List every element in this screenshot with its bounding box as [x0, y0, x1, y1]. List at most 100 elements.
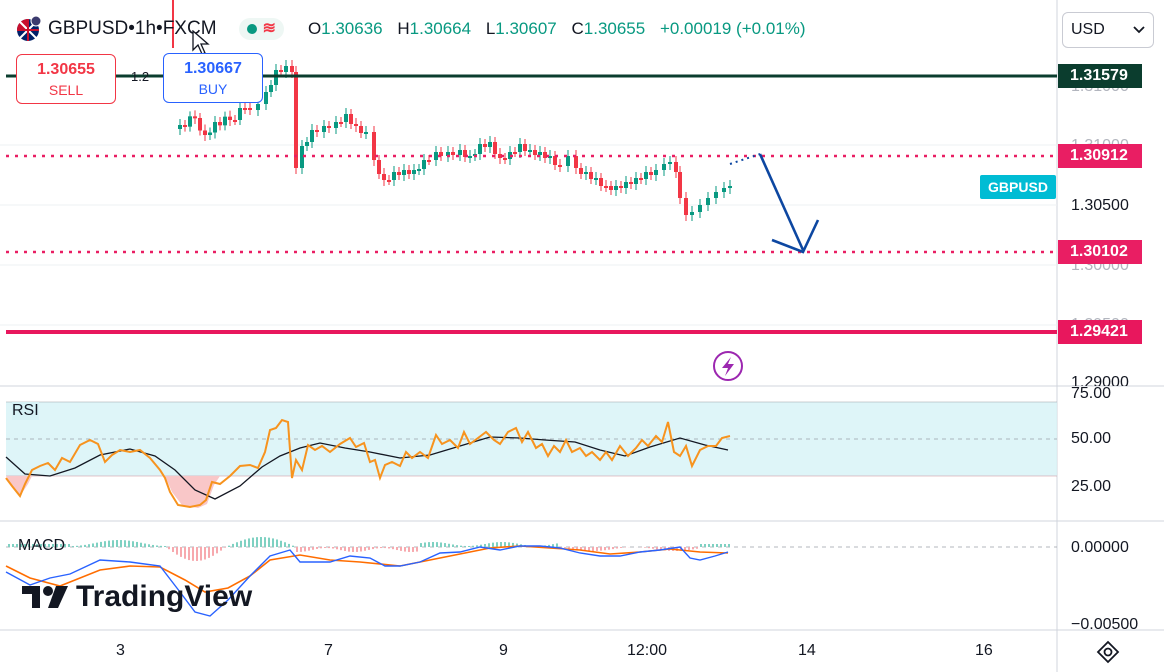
candle-body: [344, 114, 348, 122]
macd-histogram-bar: [300, 547, 302, 552]
macd-histogram-bar: [340, 547, 342, 551]
macd-histogram-bar: [172, 547, 174, 553]
candle-body: [315, 130, 319, 132]
tradingview-logo-text: TradingView: [76, 580, 253, 613]
macd-histogram-bar: [372, 547, 374, 550]
candle-body: [639, 178, 643, 180]
macd-histogram-bar: [352, 547, 354, 552]
macd-histogram-bar: [572, 547, 574, 550]
macd-histogram-bar: [164, 545, 166, 547]
macd-histogram-bar: [320, 547, 322, 549]
candlestick-series: [178, 60, 732, 221]
candle-body: [349, 114, 353, 124]
macd-histogram-bar: [700, 544, 702, 547]
candle-body: [213, 122, 217, 133]
macd-histogram-bar: [468, 545, 470, 547]
macd-histogram-bar: [612, 547, 614, 550]
currency-select[interactable]: USD: [1062, 12, 1154, 48]
time-tick: 3: [116, 642, 125, 659]
symbol-name[interactable]: GBPUSD: [48, 18, 129, 39]
macd-histogram-bar: [124, 540, 126, 547]
tradingview-logo[interactable]: TradingView: [22, 580, 252, 614]
macd-histogram-bar: [240, 540, 242, 547]
macd-histogram-bar: [232, 543, 234, 547]
sell-button[interactable]: 1.30655 SELL: [16, 54, 116, 104]
macd-histogram-bar: [176, 547, 178, 555]
rsi-tick-25: 25.00: [1071, 478, 1112, 495]
rsi-line: [5, 418, 731, 509]
candle-body: [178, 125, 182, 129]
macd-histogram-bar: [496, 542, 498, 547]
price-tag-1-29421[interactable]: 1.29421: [1058, 320, 1142, 344]
rsi-title[interactable]: RSI: [12, 402, 39, 420]
macd-histogram-bar: [148, 544, 150, 547]
candle-body: [446, 152, 450, 156]
macd-histogram-bar: [604, 547, 606, 551]
macd-histogram-bar: [592, 547, 594, 551]
macd-histogram-bar: [80, 545, 82, 547]
symbol-header[interactable]: GBPUSD • 1h • FXCM ≋ O1.30636 H1.30664 L…: [40, 14, 806, 44]
macd-histogram-bar: [120, 540, 122, 547]
macd-histogram-bar: [392, 547, 394, 550]
macd-histogram-bar: [516, 543, 518, 547]
macd-histogram-bar: [400, 547, 402, 551]
macd-histogram-bar: [436, 542, 438, 547]
macd-histogram-bar: [36, 544, 38, 547]
candle-body: [354, 124, 358, 126]
wave-icon: ≋: [262, 20, 276, 37]
change-value: +0.00019 (+0.01%): [659, 19, 806, 38]
price-tag-1-30102[interactable]: 1.30102: [1058, 240, 1142, 264]
candle-body: [594, 178, 598, 180]
ohlc-readout: O1.30636 H1.30664 L1.30607 C1.30655 +0.0…: [308, 19, 806, 39]
candle-body: [208, 132, 212, 135]
macd-histogram-bar: [208, 547, 210, 558]
candle-body: [690, 212, 694, 215]
price-tick: 1.30500: [1071, 197, 1129, 214]
macd-histogram-bar: [160, 545, 162, 547]
macd-histogram-bar: [548, 544, 550, 547]
candle-body: [397, 172, 401, 175]
macd-histogram-bar: [220, 547, 222, 551]
macd-histogram-bar: [724, 544, 726, 547]
open-value: 1.30636: [321, 19, 383, 38]
macd-histogram-bar: [8, 544, 10, 547]
macd-histogram-bar: [136, 541, 138, 547]
candle-body: [284, 66, 288, 72]
market-status-pill[interactable]: ≋: [238, 18, 284, 40]
candle-body: [513, 152, 517, 154]
gear-icon[interactable]: [1096, 640, 1120, 664]
macd-signal-line: [5, 545, 729, 593]
candle-body: [339, 122, 343, 124]
macd-histogram-bar: [244, 539, 246, 547]
candle-body: [538, 152, 542, 155]
macd-histogram-bar: [40, 544, 42, 547]
candle-body: [417, 169, 421, 171]
macd-histogram-bar: [696, 547, 698, 549]
macd-histogram-bar: [412, 547, 414, 552]
macd-histogram-bar: [112, 540, 114, 547]
rsi-tick-50: 50.00: [1071, 430, 1112, 447]
macd-histogram-bar: [144, 543, 146, 547]
candle-body: [198, 118, 202, 131]
macd-title[interactable]: MACD: [18, 537, 66, 554]
buy-label: BUY: [198, 81, 228, 97]
buy-button[interactable]: 1.30667 BUY: [163, 53, 263, 103]
price-tag-1-30912[interactable]: 1.30912: [1058, 144, 1142, 168]
macd-histogram-bar: [48, 544, 50, 547]
macd-histogram-bar: [196, 547, 198, 561]
chevron-down-icon: [1133, 26, 1145, 34]
candle-body: [649, 172, 653, 175]
candle-body: [698, 205, 702, 212]
projection-arrow-icon[interactable]: [758, 153, 805, 251]
interval-label[interactable]: 1h: [134, 18, 157, 39]
macd-histogram-bar: [76, 545, 78, 547]
candle-body: [543, 152, 547, 158]
candle-body: [451, 152, 455, 155]
candle-body: [264, 92, 268, 104]
price-tag-1-31579[interactable]: 1.31579: [1058, 64, 1142, 88]
macd-histogram-bar: [304, 547, 306, 552]
macd-histogram-bar: [452, 544, 454, 547]
macd-histogram-bar: [308, 547, 310, 551]
macd-histogram-bar: [356, 547, 358, 552]
macd-histogram-bar: [280, 540, 282, 547]
